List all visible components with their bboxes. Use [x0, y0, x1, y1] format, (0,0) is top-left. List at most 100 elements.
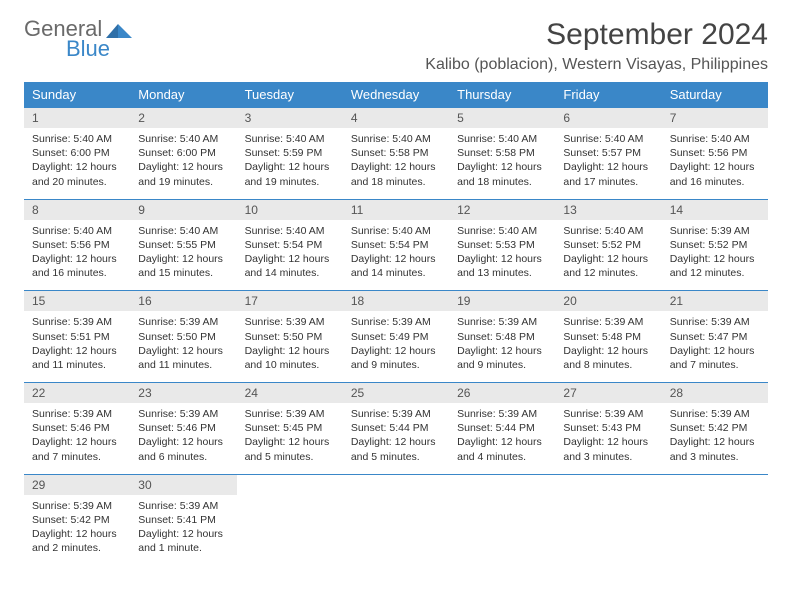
- calendar-cell: .: [237, 474, 343, 565]
- weekday-row: SundayMondayTuesdayWednesdayThursdayFrid…: [24, 82, 768, 108]
- calendar-cell: 3Sunrise: 5:40 AMSunset: 5:59 PMDaylight…: [237, 108, 343, 200]
- calendar-cell: 1Sunrise: 5:40 AMSunset: 6:00 PMDaylight…: [24, 108, 130, 200]
- day-number: 19: [449, 291, 555, 311]
- calendar-cell: 6Sunrise: 5:40 AMSunset: 5:57 PMDaylight…: [555, 108, 661, 200]
- day-number: 22: [24, 383, 130, 403]
- weekday-header: Monday: [130, 82, 236, 108]
- day-body: Sunrise: 5:39 AMSunset: 5:49 PMDaylight:…: [343, 311, 449, 382]
- day-number: 28: [662, 383, 768, 403]
- day-body: Sunrise: 5:39 AMSunset: 5:45 PMDaylight:…: [237, 403, 343, 474]
- calendar-cell: 20Sunrise: 5:39 AMSunset: 5:48 PMDayligh…: [555, 291, 661, 383]
- calendar-cell: 8Sunrise: 5:40 AMSunset: 5:56 PMDaylight…: [24, 199, 130, 291]
- calendar-cell: 13Sunrise: 5:40 AMSunset: 5:52 PMDayligh…: [555, 199, 661, 291]
- calendar-cell: 26Sunrise: 5:39 AMSunset: 5:44 PMDayligh…: [449, 383, 555, 475]
- day-number: 11: [343, 200, 449, 220]
- calendar-body: 1Sunrise: 5:40 AMSunset: 6:00 PMDaylight…: [24, 108, 768, 566]
- day-number: 14: [662, 200, 768, 220]
- location: Kalibo (poblacion), Western Visayas, Phi…: [425, 56, 768, 74]
- day-body: Sunrise: 5:39 AMSunset: 5:46 PMDaylight:…: [24, 403, 130, 474]
- day-body: Sunrise: 5:40 AMSunset: 6:00 PMDaylight:…: [24, 128, 130, 199]
- day-body: Sunrise: 5:39 AMSunset: 5:50 PMDaylight:…: [130, 311, 236, 382]
- day-body: Sunrise: 5:39 AMSunset: 5:47 PMDaylight:…: [662, 311, 768, 382]
- day-body: Sunrise: 5:40 AMSunset: 5:56 PMDaylight:…: [24, 220, 130, 291]
- calendar-cell: .: [449, 474, 555, 565]
- day-body: Sunrise: 5:39 AMSunset: 5:48 PMDaylight:…: [449, 311, 555, 382]
- day-body: Sunrise: 5:39 AMSunset: 5:50 PMDaylight:…: [237, 311, 343, 382]
- calendar-cell: 22Sunrise: 5:39 AMSunset: 5:46 PMDayligh…: [24, 383, 130, 475]
- day-body: Sunrise: 5:39 AMSunset: 5:44 PMDaylight:…: [449, 403, 555, 474]
- calendar-cell: 29Sunrise: 5:39 AMSunset: 5:42 PMDayligh…: [24, 474, 130, 565]
- day-number: 29: [24, 475, 130, 495]
- calendar-cell: 19Sunrise: 5:39 AMSunset: 5:48 PMDayligh…: [449, 291, 555, 383]
- calendar-cell: 11Sunrise: 5:40 AMSunset: 5:54 PMDayligh…: [343, 199, 449, 291]
- logo: General Blue: [24, 18, 132, 60]
- day-body: Sunrise: 5:40 AMSunset: 5:53 PMDaylight:…: [449, 220, 555, 291]
- day-number: 12: [449, 200, 555, 220]
- calendar-row: 29Sunrise: 5:39 AMSunset: 5:42 PMDayligh…: [24, 474, 768, 565]
- day-number: 15: [24, 291, 130, 311]
- calendar-row: 1Sunrise: 5:40 AMSunset: 6:00 PMDaylight…: [24, 108, 768, 200]
- day-body: Sunrise: 5:39 AMSunset: 5:41 PMDaylight:…: [130, 495, 236, 566]
- calendar-cell: 25Sunrise: 5:39 AMSunset: 5:44 PMDayligh…: [343, 383, 449, 475]
- day-number: 1: [24, 108, 130, 128]
- calendar-table: SundayMondayTuesdayWednesdayThursdayFrid…: [24, 82, 768, 565]
- day-body: Sunrise: 5:39 AMSunset: 5:44 PMDaylight:…: [343, 403, 449, 474]
- day-body: Sunrise: 5:39 AMSunset: 5:42 PMDaylight:…: [662, 403, 768, 474]
- day-body: Sunrise: 5:40 AMSunset: 5:59 PMDaylight:…: [237, 128, 343, 199]
- day-body: Sunrise: 5:39 AMSunset: 5:51 PMDaylight:…: [24, 311, 130, 382]
- day-body: Sunrise: 5:40 AMSunset: 5:54 PMDaylight:…: [237, 220, 343, 291]
- day-body: Sunrise: 5:40 AMSunset: 5:52 PMDaylight:…: [555, 220, 661, 291]
- calendar-cell: .: [555, 474, 661, 565]
- calendar-cell: 18Sunrise: 5:39 AMSunset: 5:49 PMDayligh…: [343, 291, 449, 383]
- weekday-header: Saturday: [662, 82, 768, 108]
- calendar-cell: 24Sunrise: 5:39 AMSunset: 5:45 PMDayligh…: [237, 383, 343, 475]
- calendar-cell: 27Sunrise: 5:39 AMSunset: 5:43 PMDayligh…: [555, 383, 661, 475]
- calendar-cell: .: [662, 474, 768, 565]
- logo-text-2: Blue: [66, 38, 132, 60]
- day-number: 6: [555, 108, 661, 128]
- calendar-cell: 30Sunrise: 5:39 AMSunset: 5:41 PMDayligh…: [130, 474, 236, 565]
- calendar-cell: 5Sunrise: 5:40 AMSunset: 5:58 PMDaylight…: [449, 108, 555, 200]
- calendar-cell: 15Sunrise: 5:39 AMSunset: 5:51 PMDayligh…: [24, 291, 130, 383]
- day-number: 7: [662, 108, 768, 128]
- day-body: Sunrise: 5:39 AMSunset: 5:46 PMDaylight:…: [130, 403, 236, 474]
- title-block: September 2024 Kalibo (poblacion), Weste…: [425, 18, 768, 74]
- weekday-header: Wednesday: [343, 82, 449, 108]
- calendar-cell: 28Sunrise: 5:39 AMSunset: 5:42 PMDayligh…: [662, 383, 768, 475]
- calendar-cell: 9Sunrise: 5:40 AMSunset: 5:55 PMDaylight…: [130, 199, 236, 291]
- day-number: 21: [662, 291, 768, 311]
- weekday-header: Sunday: [24, 82, 130, 108]
- month-title: September 2024: [425, 18, 768, 52]
- day-number: 17: [237, 291, 343, 311]
- day-number: 10: [237, 200, 343, 220]
- day-body: Sunrise: 5:40 AMSunset: 5:58 PMDaylight:…: [449, 128, 555, 199]
- weekday-header: Friday: [555, 82, 661, 108]
- day-number: 16: [130, 291, 236, 311]
- day-number: 4: [343, 108, 449, 128]
- calendar-head: SundayMondayTuesdayWednesdayThursdayFrid…: [24, 82, 768, 108]
- day-number: 9: [130, 200, 236, 220]
- day-number: 2: [130, 108, 236, 128]
- calendar-cell: 17Sunrise: 5:39 AMSunset: 5:50 PMDayligh…: [237, 291, 343, 383]
- day-number: 8: [24, 200, 130, 220]
- day-body: Sunrise: 5:40 AMSunset: 5:57 PMDaylight:…: [555, 128, 661, 199]
- day-body: Sunrise: 5:40 AMSunset: 5:55 PMDaylight:…: [130, 220, 236, 291]
- calendar-row: 15Sunrise: 5:39 AMSunset: 5:51 PMDayligh…: [24, 291, 768, 383]
- day-number: 13: [555, 200, 661, 220]
- calendar-cell: 7Sunrise: 5:40 AMSunset: 5:56 PMDaylight…: [662, 108, 768, 200]
- calendar-cell: 16Sunrise: 5:39 AMSunset: 5:50 PMDayligh…: [130, 291, 236, 383]
- calendar-row: 22Sunrise: 5:39 AMSunset: 5:46 PMDayligh…: [24, 383, 768, 475]
- day-body: Sunrise: 5:39 AMSunset: 5:42 PMDaylight:…: [24, 495, 130, 566]
- day-body: Sunrise: 5:39 AMSunset: 5:52 PMDaylight:…: [662, 220, 768, 291]
- day-number: 23: [130, 383, 236, 403]
- calendar-cell: 2Sunrise: 5:40 AMSunset: 6:00 PMDaylight…: [130, 108, 236, 200]
- weekday-header: Thursday: [449, 82, 555, 108]
- day-number: 27: [555, 383, 661, 403]
- day-number: 18: [343, 291, 449, 311]
- calendar-cell: 23Sunrise: 5:39 AMSunset: 5:46 PMDayligh…: [130, 383, 236, 475]
- day-body: Sunrise: 5:39 AMSunset: 5:43 PMDaylight:…: [555, 403, 661, 474]
- calendar-cell: 14Sunrise: 5:39 AMSunset: 5:52 PMDayligh…: [662, 199, 768, 291]
- day-number: 24: [237, 383, 343, 403]
- day-body: Sunrise: 5:40 AMSunset: 5:56 PMDaylight:…: [662, 128, 768, 199]
- day-number: 5: [449, 108, 555, 128]
